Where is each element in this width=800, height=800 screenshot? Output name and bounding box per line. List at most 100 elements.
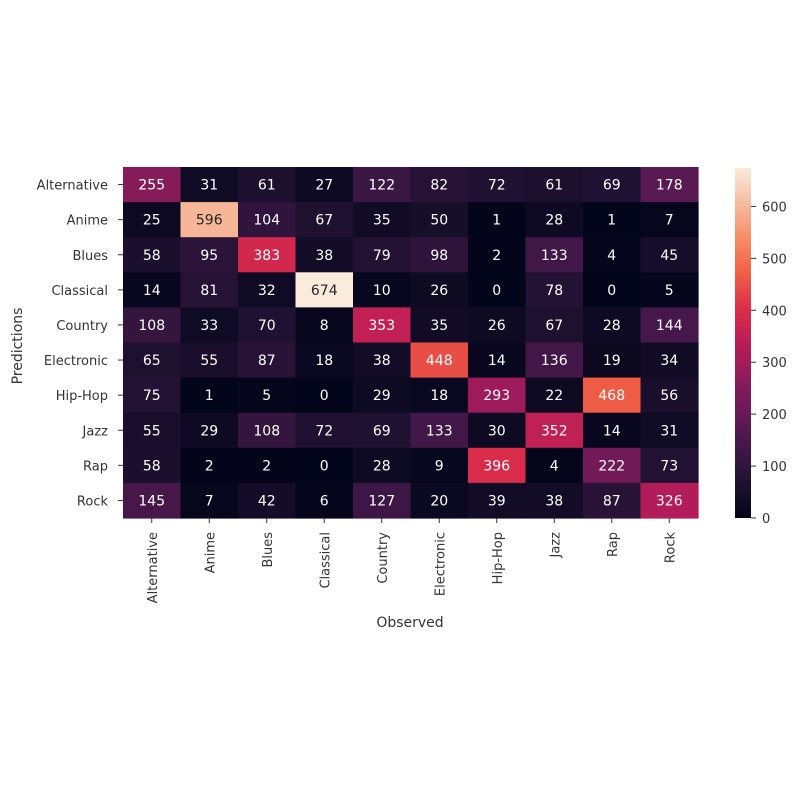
heatmap-cell (583, 342, 642, 379)
heatmap-cell (640, 412, 699, 449)
x-tick-label: Hip-Hop (491, 532, 506, 584)
heatmap-cell (123, 447, 182, 484)
heatmap-cell-value: 81 (200, 283, 218, 299)
heatmap-cell (238, 202, 297, 238)
y-tick-label: Electronic (44, 354, 108, 369)
x-tick-label: Anime (203, 532, 218, 573)
heatmap-cell-value: 108 (138, 318, 165, 334)
heatmap-cell (180, 307, 239, 344)
heatmap-cell (180, 272, 239, 308)
heatmap-cell (583, 447, 642, 484)
heatmap-cell (525, 342, 584, 379)
heatmap-cell-value: 38 (373, 353, 391, 369)
heatmap-cell (353, 447, 412, 484)
heatmap-cell-value: 14 (488, 353, 506, 369)
heatmap-cell (180, 377, 239, 414)
heatmap-cell (583, 377, 642, 414)
heatmap-cell-value: 7 (205, 493, 214, 509)
heatmap-cell-value: 73 (660, 458, 678, 474)
y-tick-label: Blues (72, 249, 108, 264)
heatmap-cell-value: 33 (200, 318, 218, 334)
heatmap-cell (583, 307, 642, 344)
heatmap-cell-value: 87 (603, 493, 621, 509)
heatmap-cell-value: 56 (660, 388, 678, 404)
heatmap-cell-value: 448 (426, 353, 453, 369)
heatmap-cell (353, 202, 412, 238)
heatmap-cell (640, 307, 699, 344)
heatmap-cell-value: 70 (258, 318, 276, 334)
heatmap-cell (410, 447, 469, 484)
heatmap-cell (295, 237, 354, 273)
heatmap-cell (583, 202, 642, 238)
y-tick-label: Jazz (82, 424, 109, 439)
heatmap-cell (295, 202, 354, 238)
heatmap-cell-value: 396 (483, 458, 510, 474)
heatmap-cell (238, 377, 297, 414)
heatmap-cell (468, 377, 527, 414)
heatmap-cell-value: 1 (492, 213, 501, 229)
heatmap-cell (410, 342, 469, 379)
x-tick-label: Jazz (548, 532, 563, 559)
heatmap-cell-value: 28 (603, 318, 621, 334)
heatmap-cell-value: 28 (545, 213, 563, 229)
heatmap-cell (640, 272, 699, 308)
colorbar-tick-label: 100 (762, 460, 787, 475)
heatmap-cell-value: 7 (665, 213, 674, 229)
heatmap-cell-value: 255 (138, 178, 165, 194)
heatmap-cell-value: 78 (545, 283, 563, 299)
heatmap-cell-value: 0 (320, 388, 329, 404)
heatmap-cell-value: 30 (488, 423, 506, 439)
heatmap-cell (353, 167, 412, 203)
heatmap-cell-value: 18 (315, 353, 333, 369)
heatmap-cell-value: 72 (488, 178, 506, 194)
heatmap-cell (123, 167, 182, 203)
heatmap-cell (468, 412, 527, 449)
heatmap-cell-value: 9 (435, 458, 444, 474)
heatmap-cell (123, 202, 182, 238)
heatmap-cell (123, 307, 182, 344)
colorbar-tick-label: 0 (762, 512, 770, 527)
heatmap-cell (123, 342, 182, 379)
heatmap-cell-value: 0 (492, 283, 501, 299)
heatmap-cell (410, 272, 469, 308)
y-tick-label: Anime (67, 214, 108, 229)
heatmap-cell-value: 2 (492, 248, 501, 264)
heatmap-cell (353, 237, 412, 273)
x-axis-label: Observed (376, 615, 443, 631)
heatmap-cell-value: 31 (200, 178, 218, 194)
heatmap-cell-value: 58 (143, 458, 161, 474)
heatmap-cell (180, 342, 239, 379)
heatmap-cell-value: 61 (258, 178, 276, 194)
x-tick-label: Rock (663, 532, 678, 564)
heatmap-cell-value: 50 (430, 213, 448, 229)
heatmap-cell (353, 482, 412, 519)
heatmap-cell-value: 38 (545, 493, 563, 509)
heatmap-cell-value: 79 (373, 248, 391, 264)
heatmap-cell (468, 342, 527, 379)
heatmap-cell-value: 72 (315, 423, 333, 439)
y-tick-label: Hip-Hop (56, 389, 108, 404)
heatmap-cell (525, 272, 584, 308)
heatmap-cell-value: 222 (598, 458, 625, 474)
colorbar-tick-label: 600 (762, 200, 787, 215)
heatmap-cell (238, 412, 297, 449)
heatmap-cell-value: 58 (143, 248, 161, 264)
heatmap-cell-value: 27 (315, 178, 333, 194)
heatmap-cell-value: 29 (373, 388, 391, 404)
heatmap-cell-value: 178 (656, 178, 683, 194)
heatmap-cell-value: 98 (430, 248, 448, 264)
heatmap-cell (468, 202, 527, 238)
heatmap-cell (410, 237, 469, 273)
heatmap-cell (295, 377, 354, 414)
heatmap-cell-value: 25 (143, 213, 161, 229)
heatmap-cell-value: 18 (430, 388, 448, 404)
heatmap-cell (468, 307, 527, 344)
x-tick-label: Electronic (433, 532, 448, 596)
heatmap-cell (180, 482, 239, 519)
heatmap-cell-value: 65 (143, 353, 161, 369)
heatmap-cell-value: 145 (138, 493, 165, 509)
heatmap-cell-value: 14 (143, 283, 161, 299)
heatmap-cell (640, 167, 699, 203)
heatmap-cell-value: 28 (373, 458, 391, 474)
